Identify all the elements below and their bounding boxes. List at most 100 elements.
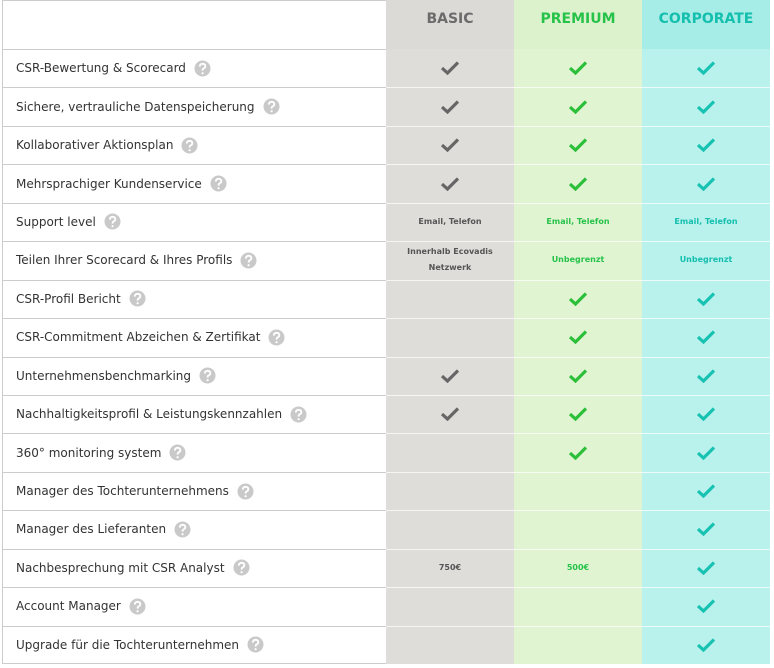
plan-cell	[642, 549, 770, 587]
feature-label: CSR-Profil Bericht	[16, 291, 121, 306]
check-icon	[697, 638, 715, 652]
feature-row: Nachhaltigkeitsprofil & Leistungskennzah…	[2, 395, 386, 433]
plan-cell	[514, 87, 642, 125]
feature-row: Sichere, vertrauliche Datenspeicherung	[2, 87, 386, 125]
feature-row: CSR-Bewertung & Scorecard	[2, 49, 386, 87]
plan-cell	[514, 318, 642, 356]
row-divider	[386, 87, 770, 89]
table-border	[2, 0, 386, 664]
plan-cell	[642, 510, 770, 548]
feature-label: CSR-Bewertung & Scorecard	[16, 61, 186, 76]
help-icon[interactable]	[263, 98, 280, 115]
help-icon[interactable]	[210, 175, 227, 192]
check-icon	[441, 61, 459, 76]
row-divider	[2, 548, 386, 550]
help-icon[interactable]	[129, 598, 146, 615]
plan-cell: Innerhalb Ecovadis Netzwerk	[386, 241, 514, 279]
check-icon	[697, 176, 715, 191]
plan-cell	[642, 472, 770, 510]
help-icon[interactable]	[169, 444, 186, 461]
check-icon	[697, 292, 715, 306]
check-icon	[569, 407, 587, 422]
plan-header: CORPORATE	[642, 0, 770, 49]
feature-label: Upgrade für die Tochterunternehmen	[16, 637, 239, 652]
row-divider	[2, 164, 386, 166]
plan-cell	[386, 280, 514, 318]
feature-row: CSR-Commitment Abzeichen & Zertifikat	[2, 318, 386, 356]
check-icon	[569, 176, 587, 191]
row-divider	[386, 318, 770, 320]
cell-text: Email, Telefon	[546, 216, 610, 226]
plan-cell	[642, 49, 770, 87]
plan-cell: Email, Telefon	[514, 203, 642, 241]
cell-text: Email, Telefon	[418, 216, 482, 226]
help-icon[interactable]	[240, 252, 257, 269]
check-icon	[569, 369, 587, 383]
plan-cell	[642, 280, 770, 318]
help-icon[interactable]	[181, 137, 198, 154]
plan-cell	[514, 49, 642, 87]
cell-text: Unbegrenzt	[551, 255, 605, 265]
plan-cell	[642, 87, 770, 125]
help-icon[interactable]	[237, 483, 254, 500]
plan-cell	[386, 626, 514, 664]
plan-header: PREMIUM	[514, 0, 642, 49]
plan-cell	[386, 587, 514, 625]
plan-cell: 500€	[514, 549, 642, 587]
check-icon	[569, 445, 587, 460]
help-icon[interactable]	[194, 60, 211, 77]
help-icon[interactable]	[129, 290, 146, 307]
row-divider	[2, 241, 386, 243]
row-divider	[2, 318, 386, 320]
row-divider	[386, 241, 770, 243]
row-divider	[386, 356, 770, 358]
plan-cell	[514, 433, 642, 471]
check-icon	[569, 330, 587, 345]
row-divider	[2, 471, 386, 473]
feature-label: Manager des Lieferanten	[16, 522, 167, 537]
check-icon	[441, 407, 459, 422]
plan-cell	[642, 357, 770, 395]
row-divider	[2, 202, 386, 204]
check-icon	[697, 484, 715, 499]
plan-cell	[642, 395, 770, 433]
plan-cell: Unbegrenzt	[514, 241, 642, 279]
help-icon[interactable]	[174, 521, 191, 538]
row-divider	[386, 125, 770, 127]
plan-cell	[386, 510, 514, 548]
row-divider	[2, 125, 386, 127]
row-divider	[386, 164, 770, 166]
help-icon[interactable]	[290, 406, 307, 423]
plan-cell: Email, Telefon	[642, 203, 770, 241]
cell-text: Unbegrenzt	[679, 255, 733, 265]
help-icon[interactable]	[247, 636, 264, 653]
check-icon	[569, 61, 587, 76]
help-icon[interactable]	[268, 329, 285, 346]
row-divider	[386, 279, 770, 281]
plan-cell	[386, 472, 514, 510]
help-icon[interactable]	[233, 559, 250, 576]
check-icon	[697, 599, 715, 614]
plan-cell	[386, 164, 514, 202]
check-icon	[697, 330, 715, 345]
feature-label: Unternehmensbenchmarking	[16, 368, 192, 383]
cell-text: Innerhalb Ecovadis Netzwerk	[407, 247, 493, 273]
plan-cell	[514, 126, 642, 164]
feature-row: Unternehmensbenchmarking	[2, 357, 386, 395]
plan-cell	[514, 472, 642, 510]
help-icon[interactable]	[104, 213, 121, 230]
header-divider	[2, 49, 386, 50]
feature-label: Account Manager	[16, 599, 121, 614]
feature-row: Kollaborativer Aktionsplan	[2, 126, 386, 164]
feature-label: Nachbesprechung mit CSR Analyst	[16, 560, 225, 575]
row-divider	[2, 510, 386, 512]
feature-row: Teilen Ihrer Scorecard & Ihres Profils	[2, 241, 386, 279]
check-icon	[441, 369, 459, 383]
check-icon	[441, 100, 459, 114]
feature-label: Teilen Ihrer Scorecard & Ihres Profils	[16, 253, 233, 268]
cell-text: 500€	[566, 562, 590, 572]
help-icon[interactable]	[199, 367, 216, 384]
feature-row: Support level	[2, 203, 386, 241]
plan-cell	[514, 395, 642, 433]
